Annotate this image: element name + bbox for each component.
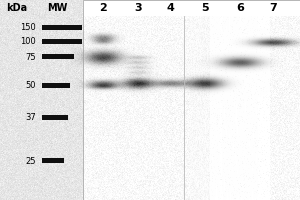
- Text: 5: 5: [201, 3, 209, 13]
- Text: 2: 2: [99, 3, 107, 13]
- Text: 37: 37: [25, 114, 36, 122]
- Text: kDa: kDa: [6, 3, 28, 13]
- Text: 100: 100: [20, 38, 36, 46]
- Text: 3: 3: [134, 3, 142, 13]
- Text: 4: 4: [166, 3, 174, 13]
- Text: 150: 150: [20, 23, 36, 32]
- Text: MW: MW: [47, 3, 67, 13]
- Text: 25: 25: [26, 156, 36, 166]
- Text: 50: 50: [26, 82, 36, 90]
- Text: 75: 75: [26, 53, 36, 62]
- Text: 6: 6: [236, 3, 244, 13]
- Bar: [83, 0, 300, 200]
- Text: 7: 7: [269, 3, 277, 13]
